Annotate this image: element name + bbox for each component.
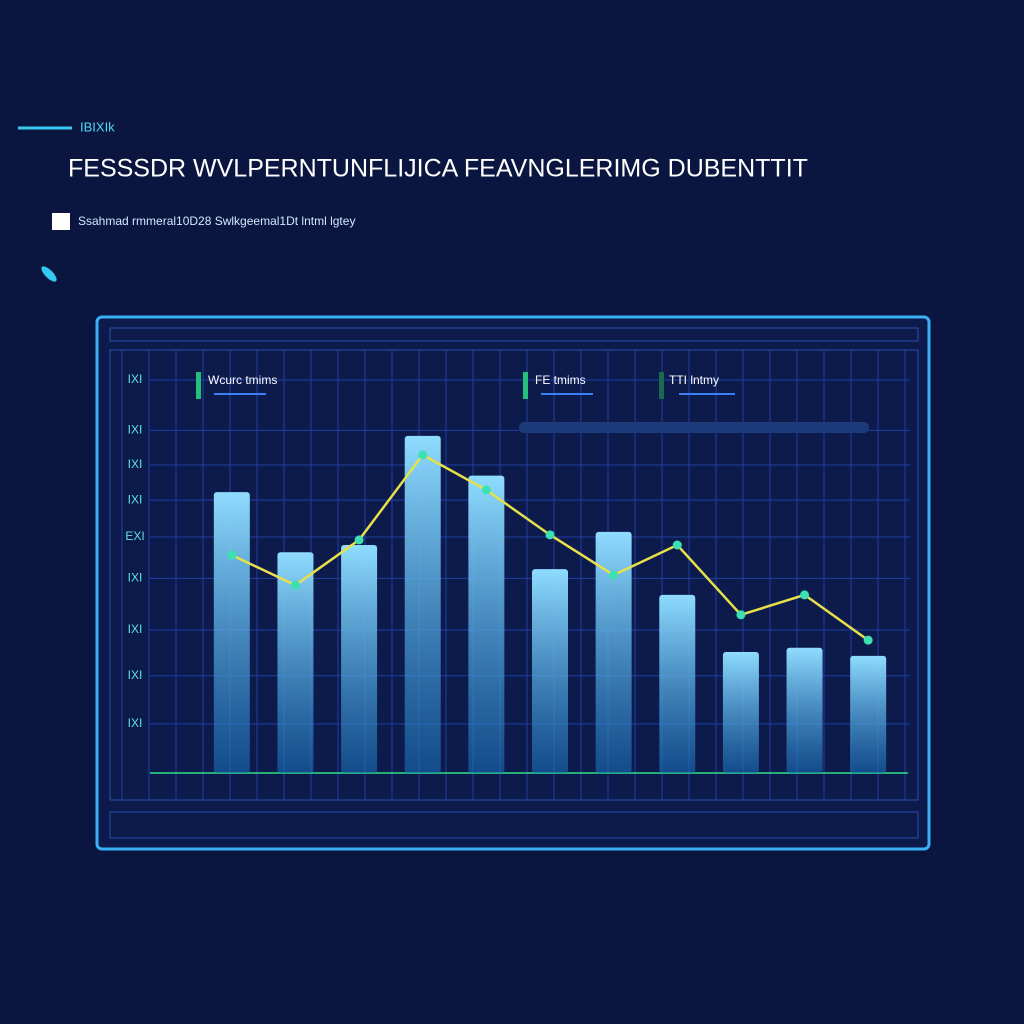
line-marker (354, 535, 364, 545)
line-marker (290, 580, 300, 590)
y-tick-label: IXI (128, 668, 143, 682)
bar (341, 545, 378, 773)
legend-swatch (523, 372, 528, 399)
y-tick-label: IXI (128, 716, 143, 730)
subtitle-icon (52, 213, 70, 230)
bar (277, 552, 314, 773)
annotation: TTI lntmy (669, 373, 719, 387)
chart-title: FESSSDR WVLPERNTUNFLIJICA FEAVNGLERIMG D… (68, 155, 808, 183)
bar (404, 435, 441, 773)
plot-frame (109, 349, 919, 801)
panel-footer (109, 811, 919, 839)
y-tick-label: IXI (128, 571, 143, 585)
bar (722, 652, 759, 773)
bar (468, 475, 505, 773)
line-marker (672, 540, 682, 550)
line-marker (736, 610, 746, 620)
line-marker (418, 450, 428, 460)
y-tick-label: IXI (128, 372, 143, 386)
bar (850, 655, 887, 773)
line-marker (227, 550, 237, 560)
y-tick-label: IXI (128, 457, 143, 471)
line-marker (545, 530, 555, 540)
legend-label: FE tmims (535, 373, 586, 387)
y-tick-label: IXI (128, 423, 143, 437)
accent-dot (41, 266, 57, 282)
line-marker (609, 570, 619, 580)
legend-swatch (196, 372, 201, 399)
line-marker (800, 590, 810, 600)
bar (532, 569, 568, 773)
top-label: IBIXIk (80, 119, 115, 134)
annotation-swatch (659, 372, 664, 399)
bar (213, 492, 250, 773)
legend-label: Wcurc tmims (208, 373, 277, 387)
y-tick-label: IXI (128, 622, 143, 636)
line-marker (863, 635, 873, 645)
y-tick-label: IXI (128, 492, 143, 506)
bar (786, 647, 823, 773)
bar (595, 531, 632, 773)
chart-subtitle: Ssahmad rmmeral10D28 Swlkgeemal1Dt lntml… (78, 214, 355, 228)
panel-header (109, 327, 919, 342)
bar (659, 594, 696, 773)
y-tick-label: EXI (125, 529, 144, 543)
line-marker (481, 485, 491, 495)
scroll-bar (519, 422, 869, 433)
